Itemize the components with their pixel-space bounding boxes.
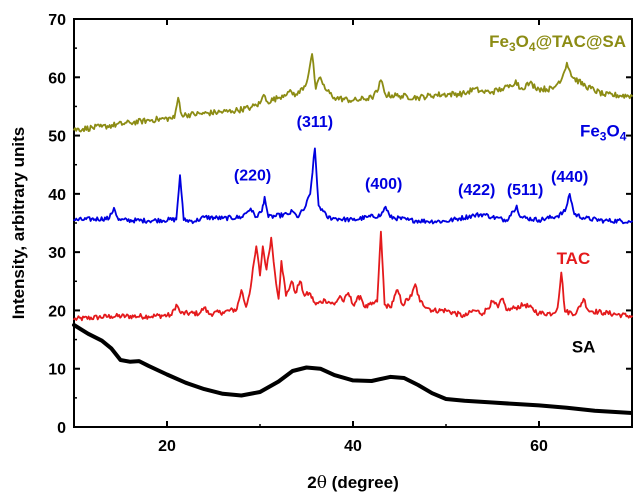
series-label-part: TAC — [557, 249, 591, 268]
series-label-tac: TAC — [557, 249, 591, 268]
y-tick-label: 10 — [48, 362, 66, 379]
y-axis-title: Intensity, arbitrary units — [9, 127, 28, 319]
y-tick-label: 30 — [48, 245, 66, 262]
series-label-part: Fe — [489, 32, 509, 51]
series-label-part: SA — [572, 337, 596, 356]
series-label-part: 4 — [620, 130, 627, 144]
x-axis-title-suffix: (degree) — [327, 473, 399, 492]
peak-label: (311) — [297, 114, 333, 131]
series-label-part: @TAC@SA — [536, 32, 626, 51]
y-tick-label: 70 — [48, 12, 66, 29]
y-tick-label: 40 — [48, 187, 66, 204]
series-label-part: 3 — [600, 130, 607, 144]
peak-label: (400) — [365, 176, 402, 193]
x-tick-label: 60 — [530, 438, 548, 455]
series-label-composite: Fe3O4@TAC@SA — [489, 32, 626, 54]
x-axis-title: 2θ (degree) — [307, 473, 399, 493]
series-label-sa: SA — [572, 337, 596, 356]
series-label-part: Fe — [580, 122, 600, 141]
y-tick-label: 50 — [48, 129, 66, 146]
peak-label: (440) — [551, 169, 588, 186]
series-layer — [72, 53, 633, 415]
peak-label: (511) — [507, 182, 543, 199]
y-tick-label: 0 — [57, 420, 66, 437]
peak-label: (422) — [458, 182, 495, 199]
peak-label: (220) — [234, 167, 271, 184]
x-axis-title-theta: θ — [317, 473, 327, 493]
series-line-composite — [73, 53, 633, 133]
series-label-part: 3 — [509, 40, 516, 54]
series-label-fe3o4: Fe3O4 — [580, 122, 627, 144]
x-tick-label: 20 — [158, 438, 176, 455]
x-axis-title-prefix: 2 — [307, 473, 316, 492]
series-line-sa — [72, 323, 633, 415]
x-tick-label: 40 — [344, 438, 362, 455]
y-tick-label: 60 — [48, 70, 66, 87]
series-label-part: O — [606, 122, 619, 141]
y-tick-label: 20 — [48, 303, 66, 320]
ticks-layer: 0 10 20 30 40 50 60 70 20 40 60 — [48, 12, 633, 455]
series-line-fe3o4 — [73, 147, 633, 225]
series-line-tac — [73, 230, 633, 322]
series-label-part: O — [516, 32, 529, 51]
series-label-part: 4 — [529, 40, 536, 54]
